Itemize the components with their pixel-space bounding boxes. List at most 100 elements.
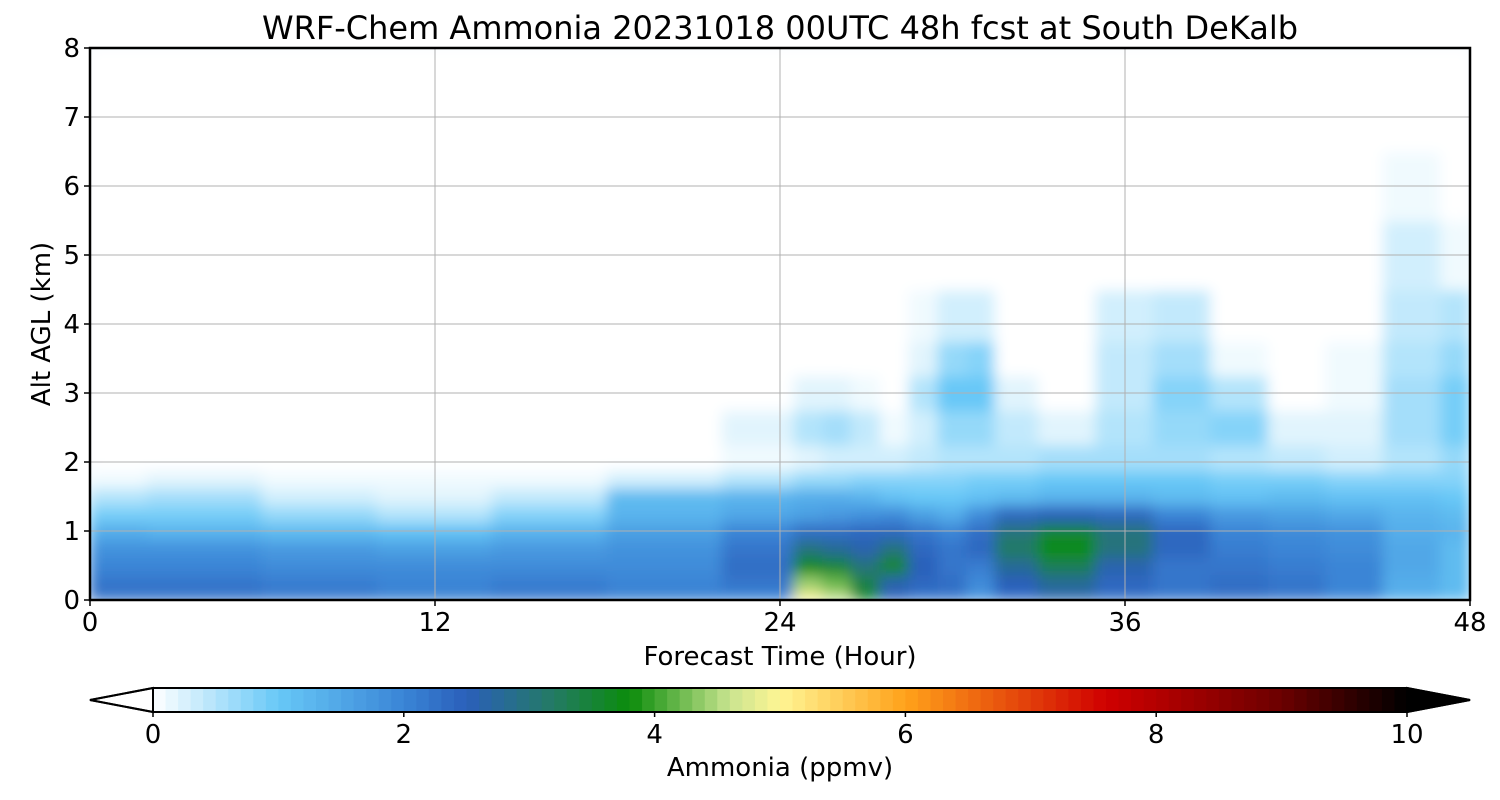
heatmap-cell <box>261 48 379 84</box>
heatmap-cell <box>606 486 724 507</box>
heatmap-cell <box>879 288 911 343</box>
colorbar-segment <box>579 688 593 712</box>
heatmap-cell <box>90 469 149 489</box>
heatmap-cell <box>1382 573 1443 593</box>
heatmap-cell <box>1152 48 1213 84</box>
heatmap-cell <box>793 486 825 507</box>
colorbar-segment <box>955 688 969 712</box>
heatmap-cell <box>146 469 264 489</box>
heatmap-cell <box>606 469 724 489</box>
heatmap-cell <box>793 48 825 84</box>
heatmap-cell <box>908 555 940 576</box>
heatmap-cell <box>965 486 997 507</box>
heatmap-cell <box>908 590 940 600</box>
heatmap-cell <box>879 48 911 84</box>
heatmap-cell <box>606 288 724 343</box>
colorbar-segment <box>742 688 756 712</box>
heatmap-cell <box>822 443 853 472</box>
colorbar-segment <box>980 688 994 712</box>
heatmap-cell <box>793 573 825 593</box>
heatmap-cell <box>606 340 724 377</box>
heatmap-cell <box>793 443 825 472</box>
heatmap-cell <box>793 340 825 377</box>
heatmap-cell <box>879 409 911 446</box>
heatmap-cell <box>491 48 609 84</box>
heatmap-cell <box>1210 555 1270 576</box>
heatmap-cell <box>937 469 968 489</box>
y-tick-label: 7 <box>63 103 80 133</box>
colorbar-segment <box>1143 688 1157 712</box>
colorbar-segment <box>366 688 380 712</box>
y-tick-label: 5 <box>63 241 80 271</box>
colorbar-segment <box>1256 688 1270 712</box>
heatmap-cell <box>1382 486 1443 507</box>
heatmap-cell <box>721 48 796 84</box>
heatmap-cell <box>721 573 796 593</box>
colorbar-segment <box>566 688 580 712</box>
heatmap-cell <box>1152 288 1213 343</box>
colorbar-segment <box>780 688 794 712</box>
colorbar-segment <box>253 688 267 712</box>
heatmap-cell <box>965 590 997 600</box>
heatmap-cell <box>994 443 1040 472</box>
y-axis-label: Alt AGL (km) <box>27 242 57 406</box>
colorbar-segment <box>1043 688 1057 712</box>
heatmap-cell <box>1210 590 1270 600</box>
heatmap-cell <box>822 409 853 446</box>
heatmap-cell <box>1382 590 1443 600</box>
heatmap-cell <box>261 573 379 593</box>
heatmap-cell <box>793 504 825 524</box>
heatmap-cell <box>90 288 149 343</box>
heatmap-cell <box>1440 288 1470 343</box>
heatmap-cell <box>146 538 264 558</box>
colorbar-segment <box>529 688 543 712</box>
heatmap-cell <box>1037 48 1098 84</box>
colorbar-segment <box>1168 688 1182 712</box>
heatmap-cell <box>721 504 796 524</box>
heatmap-cell <box>721 486 796 507</box>
colorbar-segment <box>190 688 204 712</box>
heatmap-cell <box>1382 469 1443 489</box>
heatmap-cell <box>965 443 997 472</box>
heatmap-cell <box>146 573 264 593</box>
heatmap-cell <box>994 538 1040 558</box>
heatmap-cell <box>1440 486 1470 507</box>
heatmap-cell <box>1210 538 1270 558</box>
heatmap-cell <box>965 538 997 558</box>
colorbar-segment <box>679 688 693 712</box>
heatmap-cell <box>721 590 796 600</box>
colorbar-segment <box>654 688 668 712</box>
y-tick-label: 4 <box>63 310 80 340</box>
heatmap-cell <box>994 573 1040 593</box>
heatmap-cell <box>606 443 724 472</box>
heatmap-cell <box>261 409 379 446</box>
heatmap-cell <box>90 573 149 593</box>
heatmap-cell <box>1267 409 1328 446</box>
heatmap-cell <box>965 555 997 576</box>
heatmap-cell <box>721 443 796 472</box>
heatmap-cell <box>1325 288 1385 343</box>
colorbar-segment <box>554 688 568 712</box>
colorbar-segment <box>391 688 405 712</box>
colorbar-segment <box>767 688 781 712</box>
colorbar-segment <box>616 688 631 712</box>
heatmap-cell <box>1325 590 1385 600</box>
heatmap-cell <box>965 573 997 593</box>
heatmap-cell <box>491 538 609 558</box>
heatmap-cell <box>261 590 379 600</box>
heatmap-cell <box>937 409 968 446</box>
colorbar-segment <box>1156 688 1170 712</box>
y-tick-label: 0 <box>63 586 80 616</box>
heatmap-cell <box>1440 555 1470 576</box>
heatmap-cell <box>1037 288 1098 343</box>
colorbar-segment <box>1294 688 1308 712</box>
heatmap-cell <box>1152 590 1213 600</box>
y-tick-label: 2 <box>63 448 80 478</box>
colorbar-segment <box>466 688 480 712</box>
colorbar-tick-label: 0 <box>145 720 162 750</box>
heatmap-cell <box>491 443 609 472</box>
heatmap-cell <box>606 573 724 593</box>
heatmap-cell <box>1440 409 1470 446</box>
colorbar-segment <box>604 688 618 712</box>
